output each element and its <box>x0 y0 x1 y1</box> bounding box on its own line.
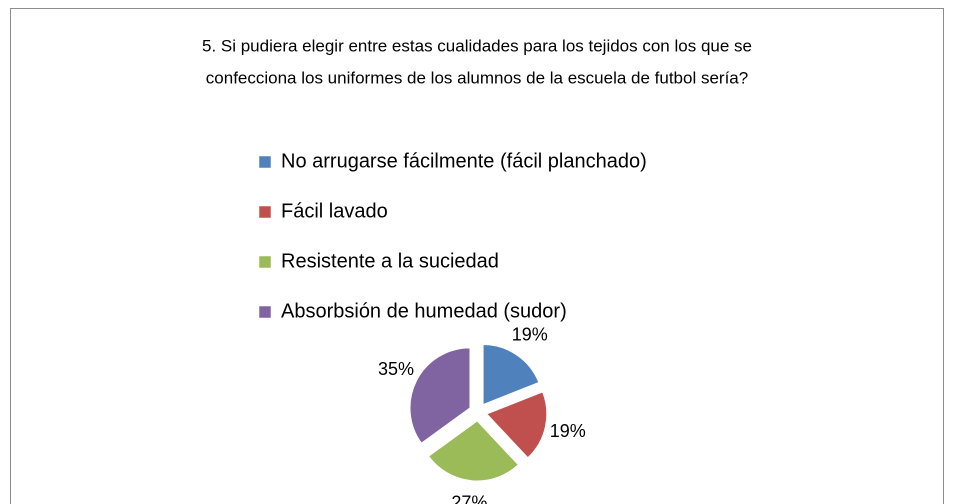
legend-label: Fácil lavado <box>281 200 388 222</box>
legend-swatch <box>258 255 272 269</box>
chart-title: 5. Si pudiera elegir entre estas cualida… <box>202 36 752 55</box>
data-label: 19% <box>550 421 586 441</box>
data-label: 27% <box>451 492 487 504</box>
legend-swatch <box>258 155 272 169</box>
pie-slice <box>409 347 471 444</box>
legend-label: Resistente a la suciedad <box>281 250 499 272</box>
pie-slice <box>427 420 519 482</box>
data-label: 35% <box>378 359 414 379</box>
data-label: 19% <box>512 325 548 345</box>
legend-swatch <box>258 305 272 319</box>
legend-label: No arrugarse fácilmente (fácil planchado… <box>281 150 647 172</box>
pie-slice <box>485 391 548 459</box>
chart-title: confecciona los uniformes de los alumnos… <box>206 68 748 87</box>
pie-slice <box>482 344 540 406</box>
legend-label: Absorbsión de humedad (sudor) <box>281 300 567 322</box>
legend-swatch <box>258 205 272 219</box>
